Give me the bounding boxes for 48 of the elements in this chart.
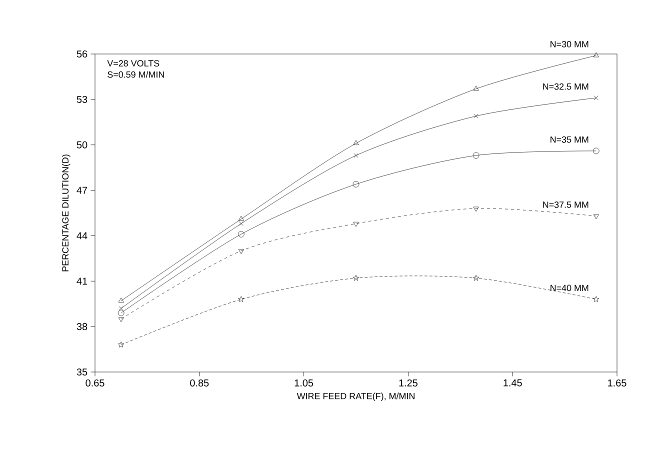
x-tick-label: 1.45 (504, 379, 522, 386)
y-tick-label: 41 (76, 278, 88, 285)
x-tick-label: 0.85 (190, 379, 209, 386)
series-label: N=40 MM (550, 284, 588, 292)
point (238, 296, 244, 302)
point (238, 231, 244, 238)
x-axis-title: WIRE FEED RATE(F), M/MIN (296, 392, 414, 402)
y-tick-label: 38 (76, 323, 88, 330)
point (594, 96, 598, 100)
y-tick-label: 47 (76, 186, 88, 194)
point (473, 86, 479, 91)
annotation: S=0.59 M/MIN (108, 71, 164, 78)
y-tick-label: 50 (76, 141, 88, 148)
point (472, 152, 480, 159)
point (592, 148, 600, 154)
x-tick-label: 1.25 (399, 379, 418, 386)
point (473, 274, 480, 281)
annotation: V=28 VOLTS (107, 60, 160, 67)
series-label: N=37.5 MM (543, 202, 588, 208)
series-label: N=35 MM (550, 136, 588, 143)
point (238, 216, 244, 221)
point (118, 342, 124, 348)
series-label: N=30 MM (550, 40, 588, 48)
x-tick-label: 0.65 (86, 379, 104, 386)
y-tick-label: 35 (76, 368, 88, 376)
y-tick-label: 53 (76, 96, 88, 103)
point (473, 206, 479, 212)
y-tick-label: 44 (76, 232, 88, 240)
point (118, 298, 124, 303)
point (474, 114, 478, 118)
x-tick-label: 1.05 (294, 379, 314, 386)
point (118, 317, 124, 322)
series-label: N=32.5 MM (543, 83, 588, 90)
point (238, 221, 244, 226)
point (352, 274, 360, 281)
point (118, 306, 124, 311)
point (352, 181, 360, 188)
point (238, 249, 244, 254)
point (354, 153, 358, 158)
point (353, 140, 359, 146)
y-tick-label: 56 (76, 50, 88, 58)
point (353, 222, 359, 227)
point (593, 214, 599, 220)
y-axis-title: PERCENTAGE DILUTION(D) (62, 154, 70, 272)
point (593, 52, 599, 58)
point (593, 296, 600, 302)
point (118, 310, 124, 316)
x-tick-label: 1.65 (608, 379, 626, 386)
